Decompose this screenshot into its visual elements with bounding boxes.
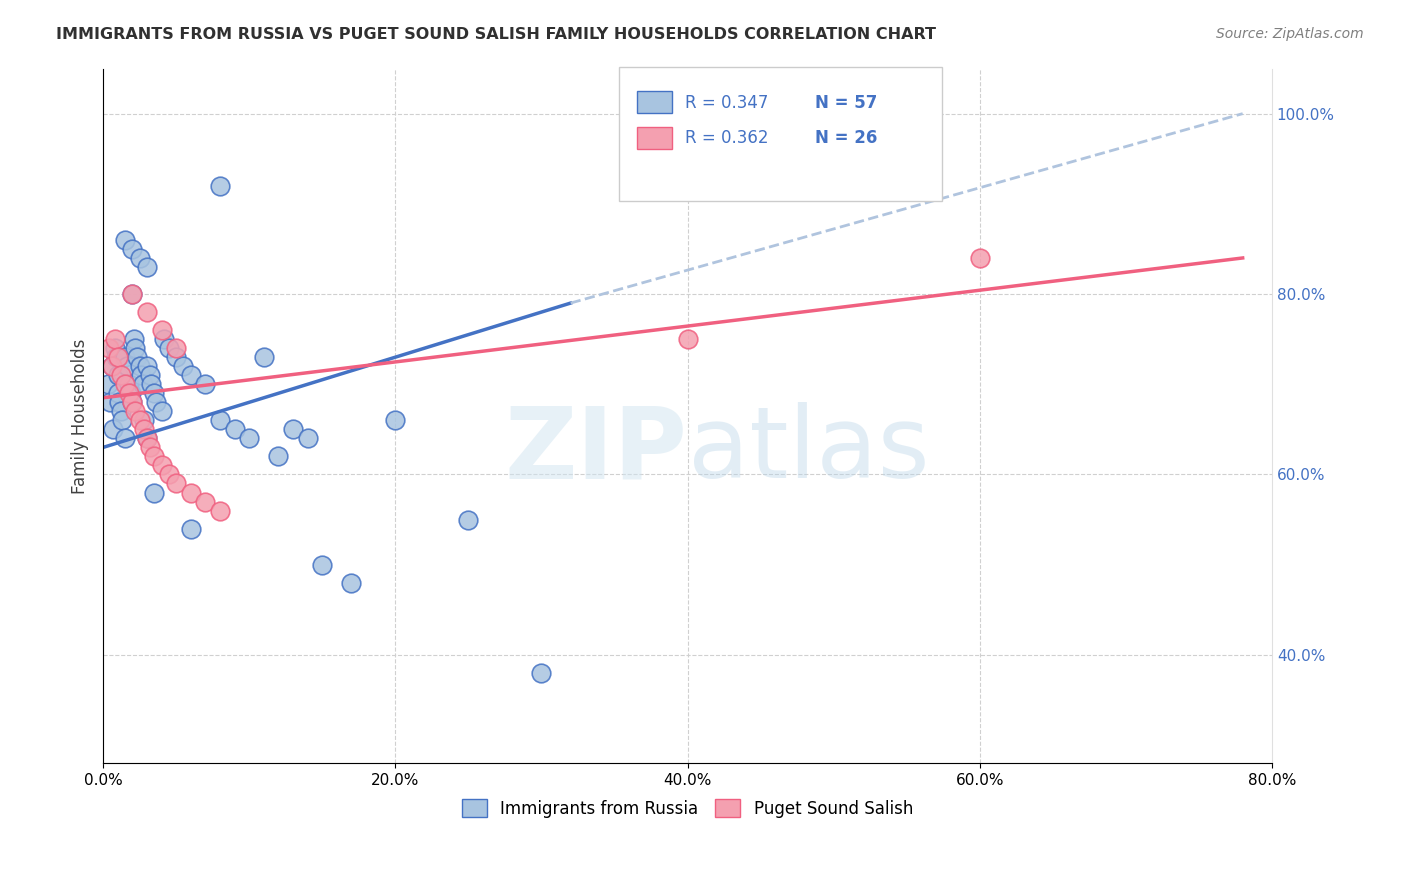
Point (100, 395, 122, 409)
Y-axis label: Family Households: Family Households (72, 338, 89, 493)
Point (122, 332, 145, 346)
Point (157, 341, 180, 355)
Point (676, 332, 699, 346)
Point (150, 404, 173, 418)
Point (297, 431, 319, 445)
Point (253, 350, 276, 364)
Point (121, 287, 143, 301)
Point (105, 350, 128, 364)
Legend: Immigrants from Russia, Puget Sound Salish: Immigrants from Russia, Puget Sound Sali… (456, 793, 920, 824)
Point (153, 332, 176, 346)
Text: R = 0.347: R = 0.347 (685, 94, 768, 112)
Point (136, 260, 159, 274)
Point (128, 251, 150, 265)
Point (224, 422, 246, 436)
Point (139, 441, 162, 455)
Point (145, 395, 167, 409)
Point (136, 431, 159, 445)
Text: R = 0.362: R = 0.362 (685, 129, 768, 147)
Point (104, 341, 127, 355)
Point (165, 341, 187, 355)
Point (121, 395, 143, 409)
Point (208, 178, 231, 193)
Point (208, 413, 231, 427)
Point (114, 431, 136, 445)
Point (267, 450, 290, 464)
Point (281, 422, 304, 436)
Point (103, 422, 125, 436)
Point (150, 323, 173, 337)
Point (139, 368, 162, 383)
Point (121, 395, 143, 409)
Point (129, 368, 152, 383)
Point (157, 467, 180, 482)
Point (132, 422, 155, 436)
Point (107, 386, 129, 401)
Point (98, 341, 121, 355)
Text: Source: ZipAtlas.com: Source: ZipAtlas.com (1216, 27, 1364, 41)
Point (96, 377, 118, 392)
Point (208, 503, 231, 517)
Point (180, 368, 202, 383)
Point (121, 287, 143, 301)
Text: atlas: atlas (688, 402, 929, 499)
Point (131, 377, 153, 392)
Point (115, 359, 138, 374)
Point (340, 575, 363, 590)
Point (107, 368, 129, 383)
Point (141, 377, 163, 392)
Point (121, 242, 143, 256)
Point (384, 413, 406, 427)
Point (120, 386, 142, 401)
Point (180, 485, 202, 500)
Point (110, 368, 132, 383)
Point (457, 512, 479, 526)
Point (136, 431, 159, 445)
Point (128, 413, 150, 427)
Point (143, 450, 166, 464)
Point (136, 359, 159, 374)
Point (238, 431, 260, 445)
Text: N = 57: N = 57 (815, 94, 877, 112)
Point (104, 332, 127, 346)
Point (101, 359, 124, 374)
Point (136, 305, 159, 319)
Point (143, 485, 166, 500)
Point (194, 494, 217, 508)
Point (128, 359, 150, 374)
Point (124, 404, 146, 418)
Point (124, 341, 146, 355)
Point (165, 350, 187, 364)
Text: N = 26: N = 26 (815, 129, 877, 147)
Text: ZIP: ZIP (505, 402, 688, 499)
Text: IMMIGRANTS FROM RUSSIA VS PUGET SOUND SALISH FAMILY HOUSEHOLDS CORRELATION CHART: IMMIGRANTS FROM RUSSIA VS PUGET SOUND SA… (56, 27, 936, 42)
Point (108, 395, 131, 409)
Point (132, 413, 155, 427)
Point (125, 350, 148, 364)
Point (107, 350, 129, 364)
Point (150, 458, 173, 473)
Point (530, 665, 553, 680)
Point (194, 377, 217, 392)
Point (114, 377, 136, 392)
Point (311, 558, 333, 572)
Point (101, 359, 124, 374)
Point (111, 413, 134, 427)
Point (143, 386, 166, 401)
Point (969, 251, 991, 265)
Point (165, 476, 187, 491)
Point (110, 404, 132, 418)
Point (180, 522, 202, 536)
Point (118, 386, 141, 401)
Point (172, 359, 194, 374)
Point (118, 377, 141, 392)
Point (114, 350, 136, 364)
Point (114, 233, 136, 247)
